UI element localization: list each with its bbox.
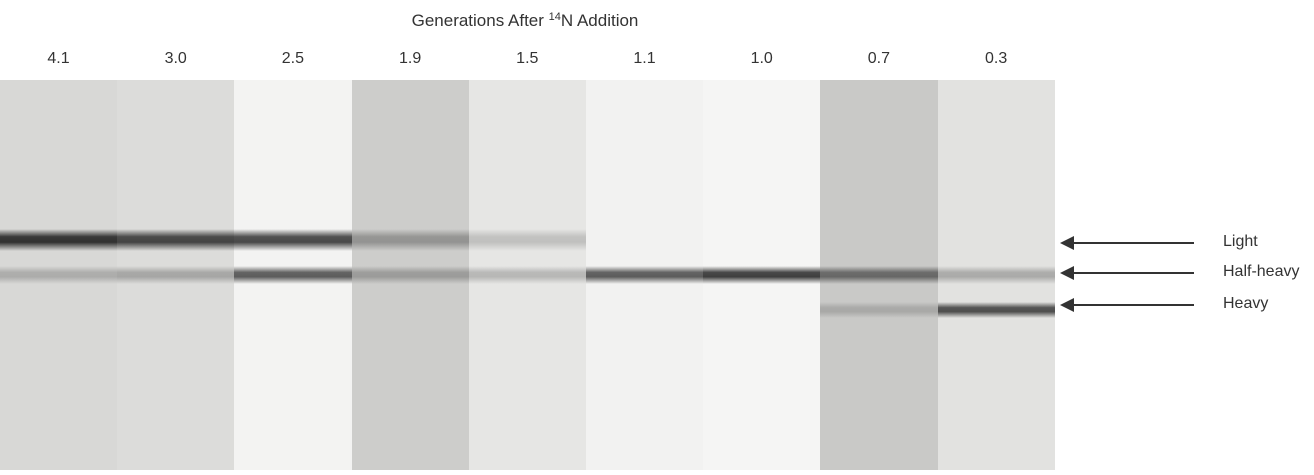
lane-label: 1.1 xyxy=(633,50,656,67)
left-arrow-icon xyxy=(1060,236,1194,250)
dna-band-half-heavy xyxy=(468,266,586,284)
gel-image xyxy=(0,80,1055,470)
left-arrow-icon xyxy=(1060,266,1194,280)
dna-band-heavy xyxy=(820,302,938,318)
band-label-light: Light xyxy=(1060,233,1314,253)
dna-band-half-heavy xyxy=(0,266,118,284)
lane-label: 3.0 xyxy=(164,50,187,67)
dna-band-heavy xyxy=(937,302,1055,318)
lane-label: 0.7 xyxy=(867,50,891,67)
band-labels: Light Half-heavy Heavy xyxy=(1060,0,1314,475)
figure-title: Generations After 14N Addition xyxy=(0,11,1050,31)
gel-lane xyxy=(703,80,821,470)
gel-lane xyxy=(0,80,118,470)
lane-label: 1.5 xyxy=(516,50,539,67)
lane-label: 0.3 xyxy=(984,50,1008,67)
lane-label: 2.5 xyxy=(281,50,305,67)
lane-label: 1.9 xyxy=(398,50,422,67)
dna-band-light xyxy=(468,229,586,251)
band-label-heavy: Heavy xyxy=(1060,295,1314,315)
title-suffix: N Addition xyxy=(560,11,639,30)
dna-band-light xyxy=(117,229,235,251)
lane-label: 1.0 xyxy=(750,50,773,67)
gel-lane xyxy=(117,80,235,470)
band-label-text: Light xyxy=(1223,233,1258,250)
band-label-text: Heavy xyxy=(1223,295,1269,312)
dna-band-half-heavy xyxy=(937,266,1055,284)
dna-band-half-heavy xyxy=(351,266,469,284)
gel-lane xyxy=(351,80,469,470)
gel-lane xyxy=(586,80,704,470)
gel-lane xyxy=(820,80,938,470)
dna-band-light xyxy=(234,229,352,251)
gel-lane xyxy=(234,80,352,470)
dna-band-light xyxy=(0,229,118,251)
gel-lane xyxy=(468,80,586,470)
gel-lane xyxy=(937,80,1055,470)
lane-labels: 4.1 3.0 2.5 1.9 1.5 1.1 1.0 0.7 0.3 xyxy=(0,50,1055,70)
dna-band-half-heavy xyxy=(703,266,821,284)
lane-label: 4.1 xyxy=(47,50,70,67)
title-prefix: Generations After xyxy=(411,11,549,30)
band-label-half-heavy: Half-heavy xyxy=(1060,263,1314,283)
dna-band-half-heavy xyxy=(586,266,704,284)
dna-band-half-heavy xyxy=(117,266,235,284)
left-arrow-icon xyxy=(1060,298,1194,312)
dna-band-light xyxy=(351,229,469,251)
title-isotope-mass: 14 xyxy=(548,11,561,23)
band-label-text: Half-heavy xyxy=(1223,263,1300,280)
dna-band-half-heavy xyxy=(234,266,352,284)
dna-band-half-heavy xyxy=(820,266,938,284)
